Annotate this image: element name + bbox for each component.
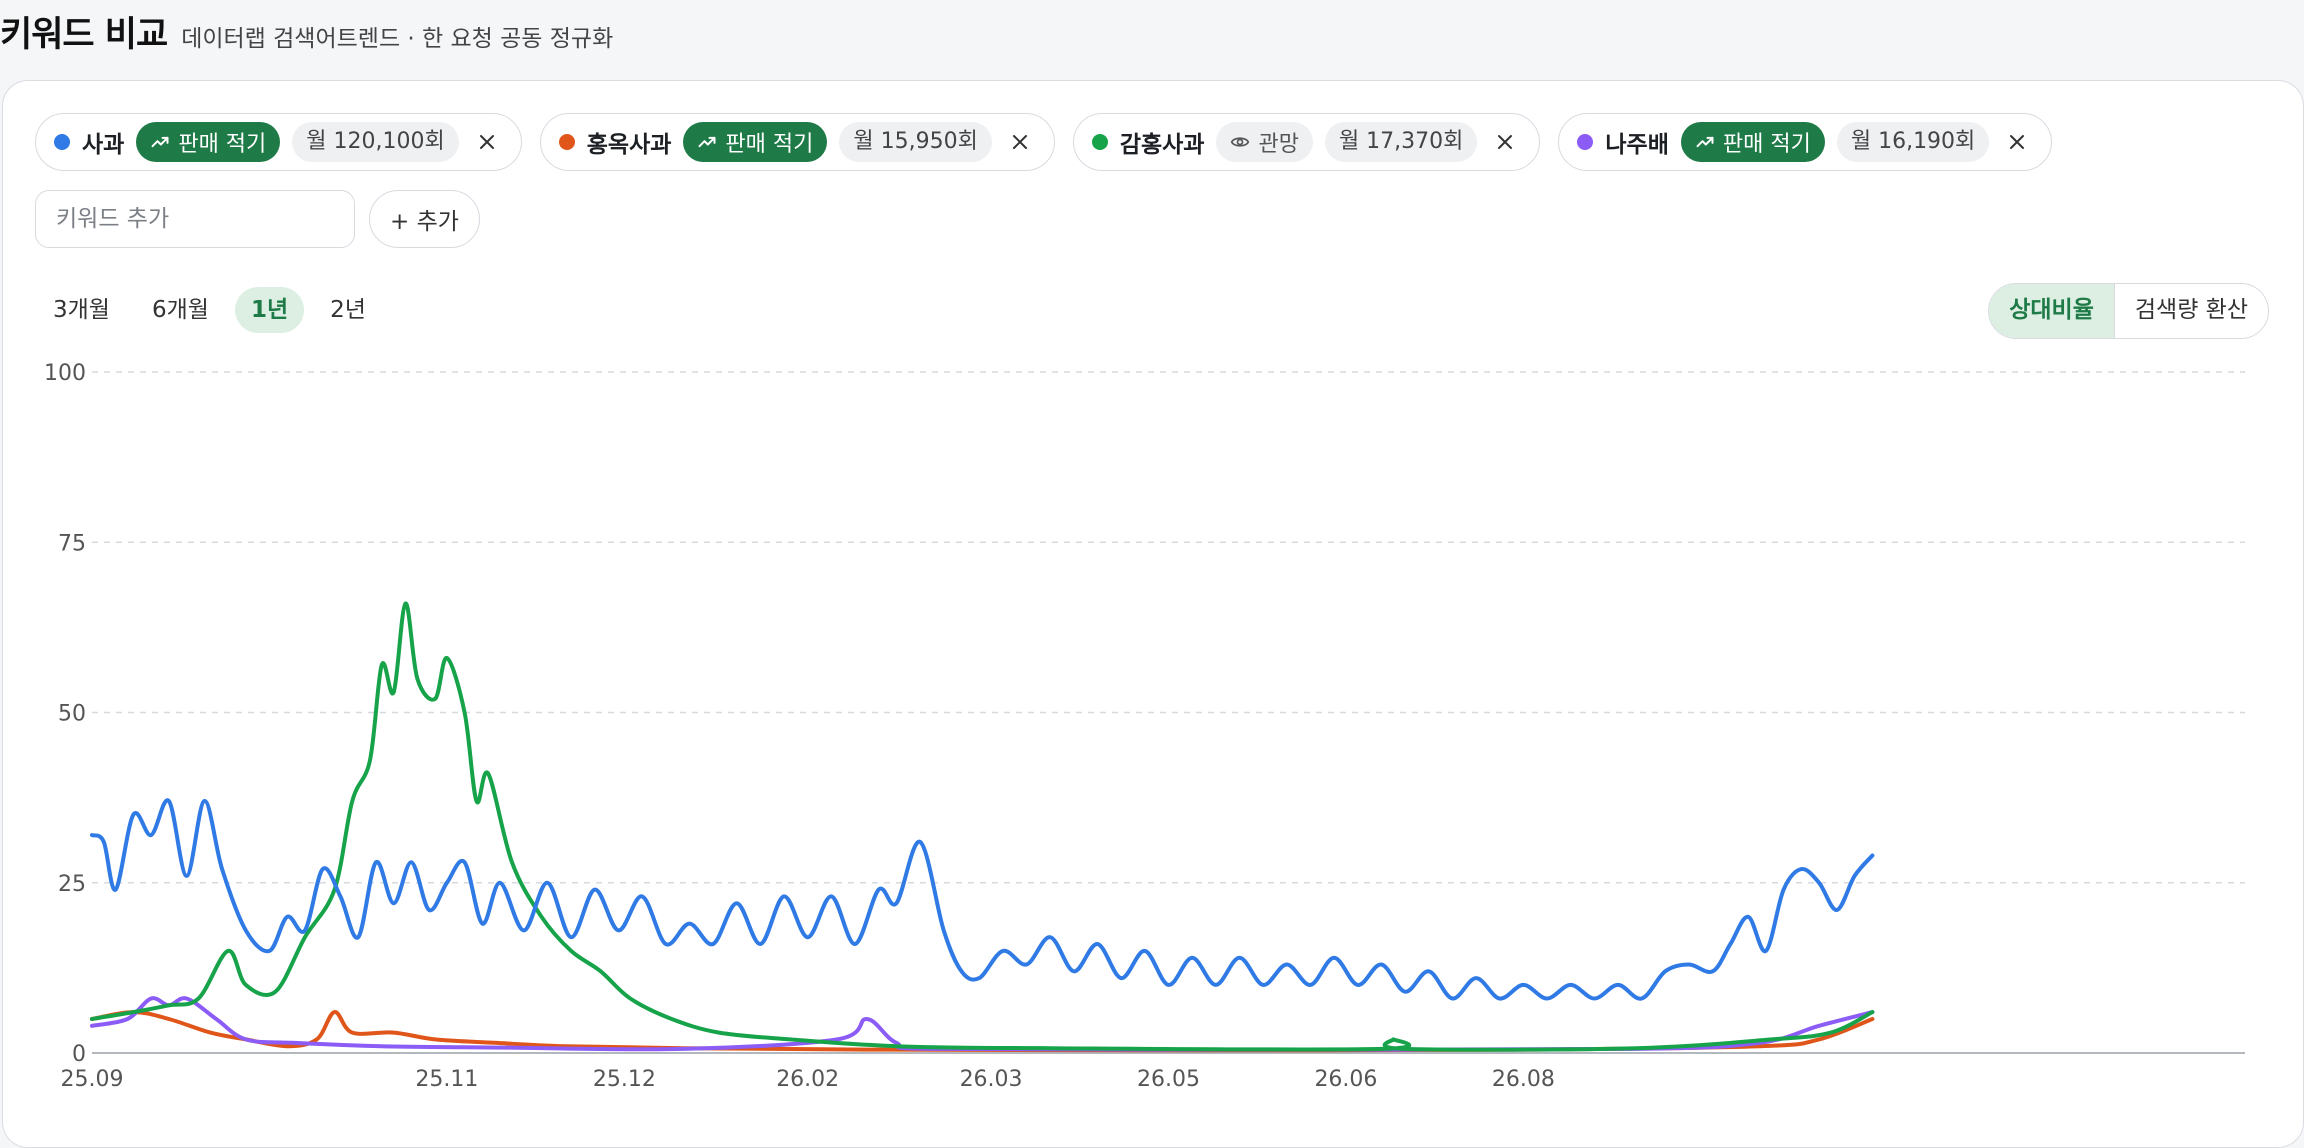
x-tick-label: 25.12 bbox=[593, 1067, 656, 1092]
keyword-chip[interactable]: 나주배 판매 적기 월 16,190회 bbox=[1558, 113, 2053, 171]
page-title: 키워드 비교 bbox=[0, 15, 168, 55]
status-badge: 판매 적기 bbox=[1680, 122, 1825, 162]
x-tick-label: 25.09 bbox=[61, 1067, 124, 1092]
x-tick-label: 26.08 bbox=[1492, 1067, 1555, 1092]
eye-icon bbox=[1231, 137, 1250, 147]
keyword-chip[interactable]: 홍옥사과 판매 적기 월 15,950회 bbox=[539, 113, 1055, 171]
keyword-chip[interactable]: 사과 판매 적기 월 120,100회 bbox=[35, 113, 522, 171]
status-label: 관망 bbox=[1258, 132, 1299, 157]
series-color-dot bbox=[54, 134, 70, 150]
add-keyword-button[interactable]: + 추가 bbox=[369, 190, 480, 248]
mode-toggle: 상대비율 검색량 환산 bbox=[1988, 283, 2269, 339]
x-tick-label: 26.06 bbox=[1314, 1067, 1377, 1092]
y-tick-label: 50 bbox=[58, 702, 86, 727]
keyword-name: 감홍사과 bbox=[1119, 132, 1205, 158]
close-icon bbox=[479, 135, 494, 149]
status-badge: 판매 적기 bbox=[683, 122, 828, 162]
mode-option[interactable]: 검색량 환산 bbox=[2113, 284, 2268, 338]
remove-keyword-button[interactable] bbox=[1002, 124, 1038, 160]
series-color-dot bbox=[1577, 134, 1594, 150]
y-tick-label: 0 bbox=[72, 1042, 86, 1067]
period-selector: 3개월 6개월 1년 2년 bbox=[37, 287, 382, 333]
series-line-4 bbox=[90, 996, 1875, 1052]
trending-up-icon bbox=[1696, 136, 1714, 148]
period-option[interactable]: 6개월 bbox=[151, 297, 209, 323]
status-badge: 판매 적기 bbox=[136, 122, 281, 162]
keyword-name: 홍옥사과 bbox=[586, 132, 672, 158]
x-tick-label: 26.05 bbox=[1137, 1067, 1200, 1092]
monthly-volume: 월 17,370회 bbox=[1324, 122, 1478, 162]
period-option[interactable]: 1년 bbox=[234, 287, 305, 333]
series-color-dot bbox=[558, 134, 575, 150]
keyword-name: 사과 bbox=[82, 132, 125, 158]
keyword-input[interactable] bbox=[35, 190, 355, 248]
keyword-chip-list: 사과 판매 적기 월 120,100회 홍옥사과 판매 적기 월 15,950회 감홍사과 관… bbox=[35, 113, 2053, 171]
monthly-volume: 월 15,950회 bbox=[839, 122, 992, 162]
status-label: 판매 적기 bbox=[725, 132, 814, 157]
page-subtitle: 데이터랩 검색어트렌드 · 한 요청 공동 정규화 bbox=[181, 26, 614, 52]
comparison-card: 사과 판매 적기 월 120,100회 홍옥사과 판매 적기 월 15,950회 감홍사과 관… bbox=[2, 80, 2304, 1148]
monthly-volume: 월 120,100회 bbox=[292, 122, 459, 162]
add-keyword-row: + 추가 bbox=[35, 190, 480, 248]
period-option[interactable]: 3개월 bbox=[53, 297, 110, 323]
status-label: 판매 적기 bbox=[1722, 132, 1811, 157]
remove-keyword-button[interactable] bbox=[469, 124, 505, 160]
remove-keyword-button[interactable] bbox=[1487, 124, 1523, 160]
y-tick-label: 25 bbox=[58, 872, 86, 897]
series-color-dot bbox=[1091, 134, 1108, 150]
period-option[interactable]: 2년 bbox=[330, 297, 366, 323]
monthly-volume: 월 16,190회 bbox=[1836, 122, 1990, 162]
remove-keyword-button[interactable] bbox=[1999, 124, 2035, 160]
keyword-chip[interactable]: 감홍사과 관망 월 17,370회 bbox=[1072, 113, 1541, 171]
series-line-1 bbox=[90, 798, 1875, 1001]
page-header: 키워드 비교 데이터랩 검색어트렌드 · 한 요청 공동 정규화 bbox=[0, 6, 613, 56]
trending-up-icon bbox=[151, 136, 169, 148]
series-line-3 bbox=[90, 601, 1875, 1052]
status-label: 판매 적기 bbox=[178, 132, 267, 157]
close-icon bbox=[2010, 135, 2025, 149]
close-icon bbox=[1498, 135, 1513, 149]
y-tick-label: 75 bbox=[58, 531, 86, 556]
keyword-name: 나주배 bbox=[1605, 132, 1669, 158]
trending-up-icon bbox=[698, 136, 716, 148]
x-tick-label: 25.11 bbox=[415, 1067, 478, 1092]
y-tick-label: 100 bbox=[44, 361, 86, 386]
close-icon bbox=[1012, 135, 1027, 149]
status-badge: 관망 bbox=[1216, 122, 1313, 162]
x-tick-label: 26.03 bbox=[960, 1067, 1023, 1092]
x-tick-label: 26.02 bbox=[776, 1067, 839, 1092]
mode-option[interactable]: 상대비율 bbox=[1989, 284, 2114, 338]
